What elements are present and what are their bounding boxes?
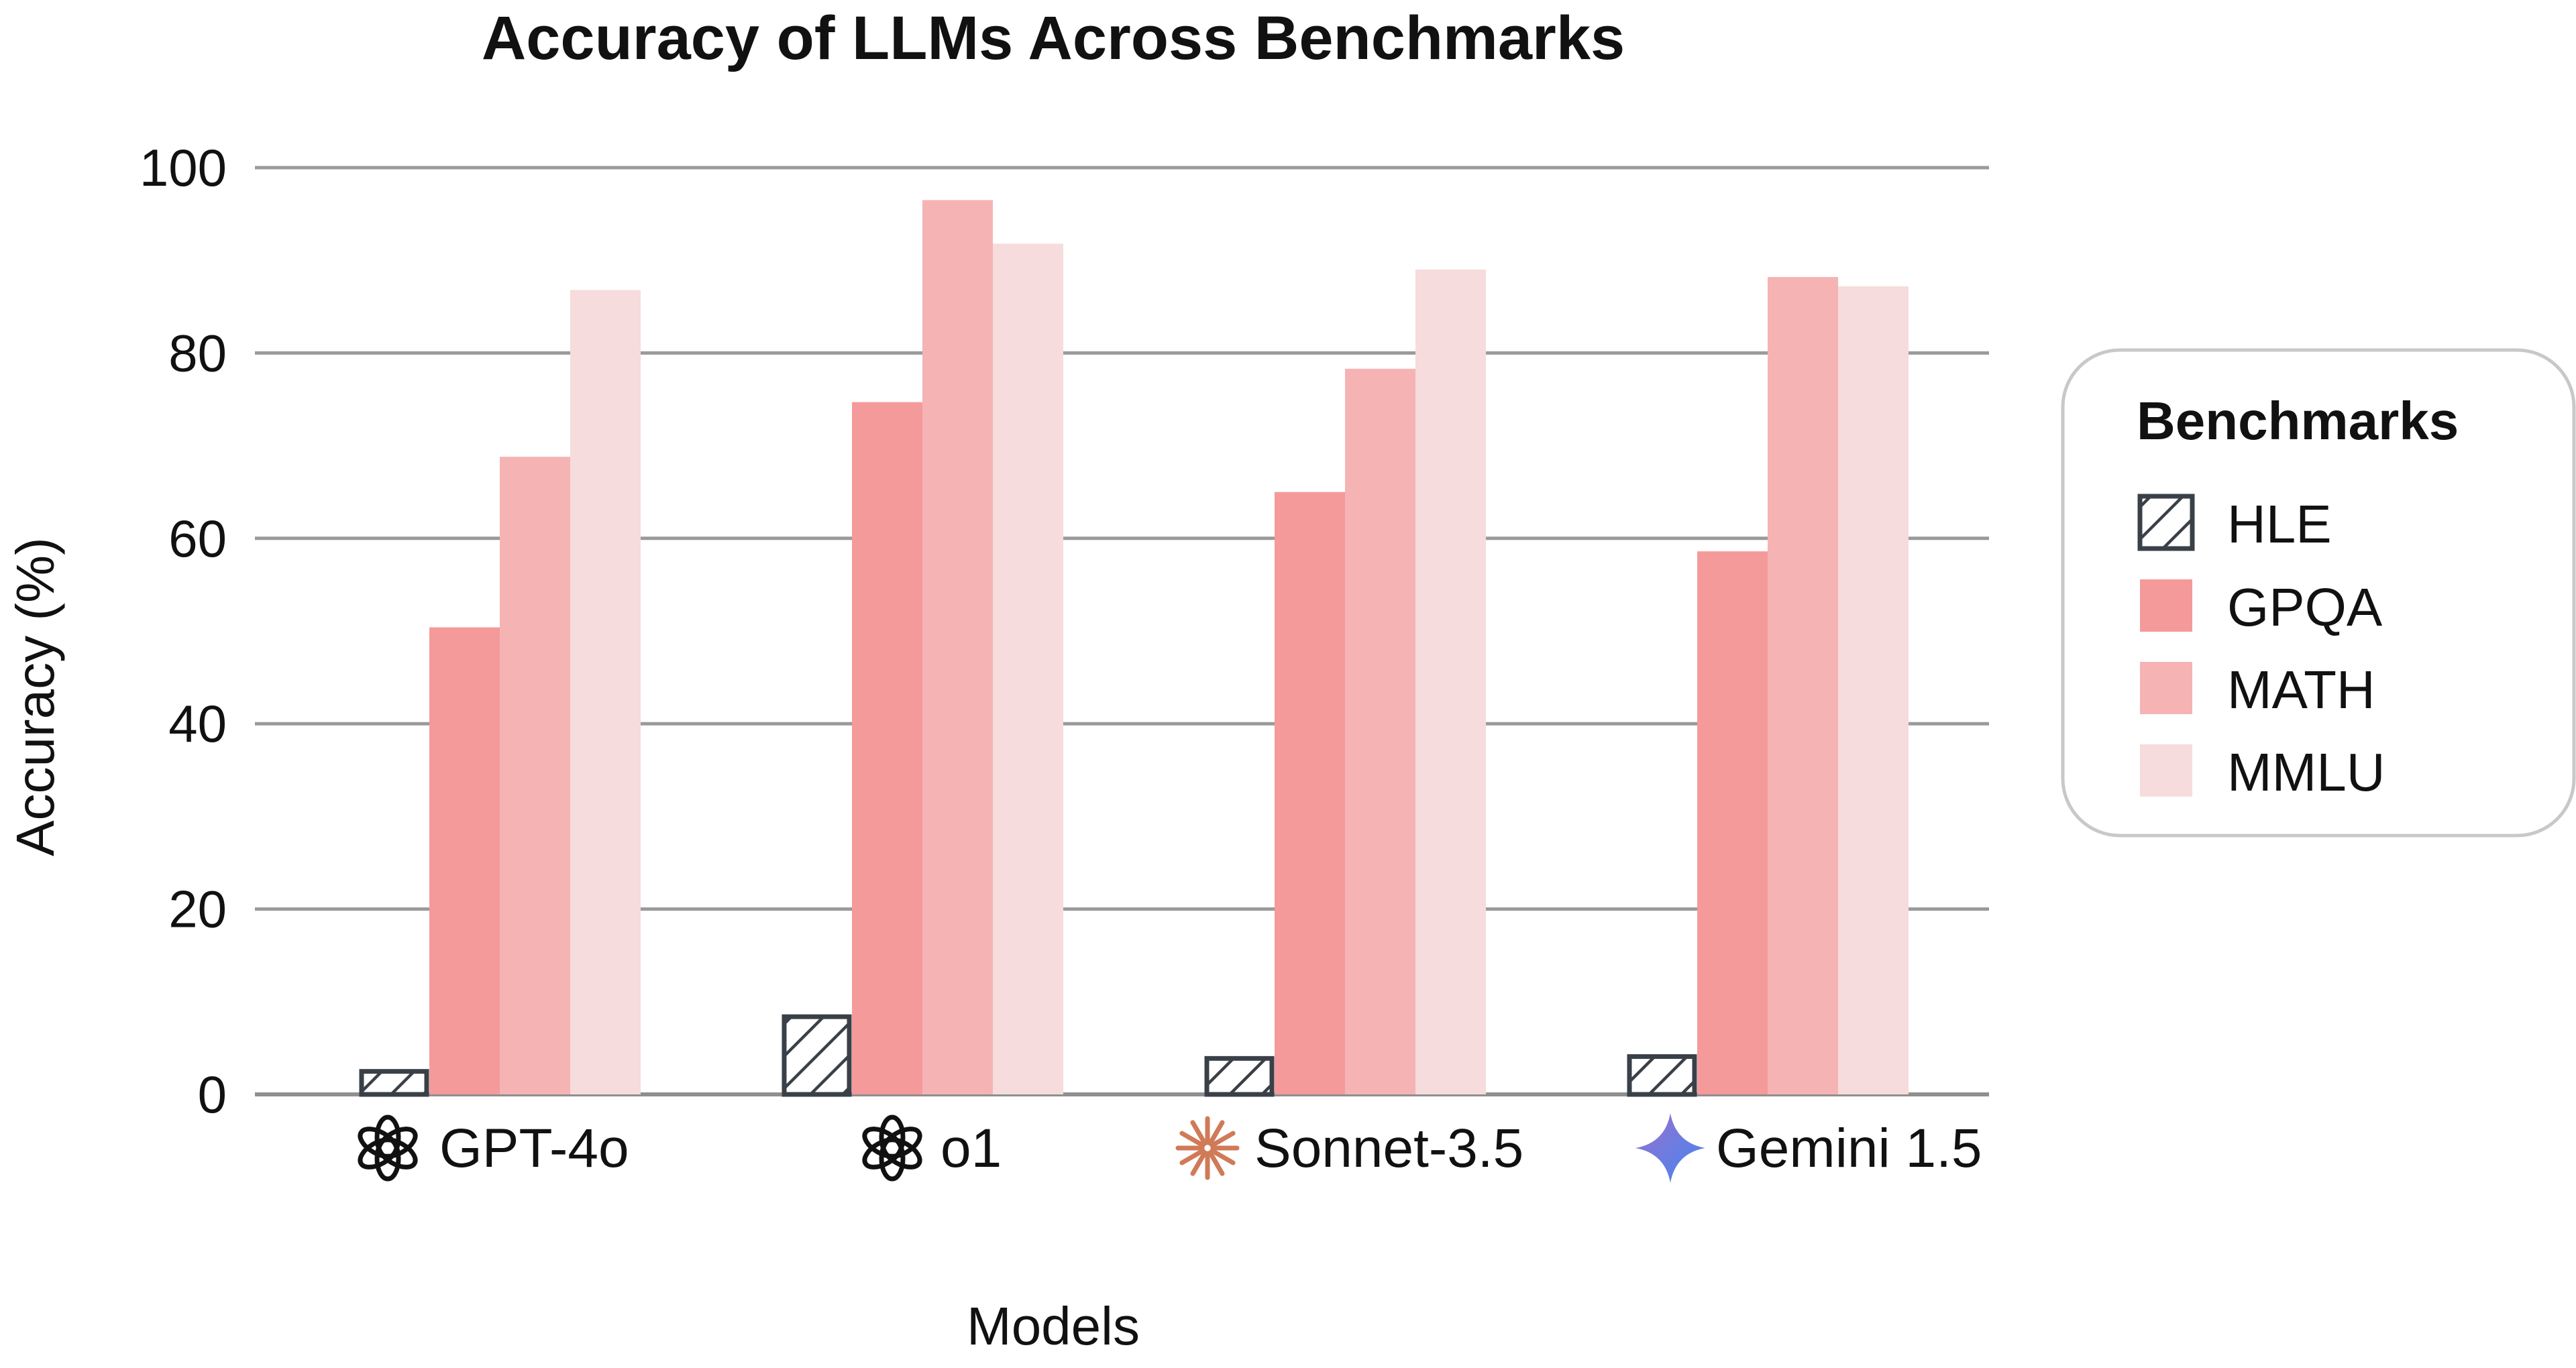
bar-hle-2 [1204,1056,1275,1097]
chart-title: Accuracy of LLMs Across Benchmarks [482,4,1625,72]
bar-gpqa-3 [1697,551,1768,1094]
legend: Benchmarks HLE GPQA MATH MMLU [2061,348,2576,838]
y-tick-label: 80 [168,323,227,382]
x-category-label: Gemini 1.5 [1716,1118,1982,1179]
y-axis-ticks: 0 20 40 60 80 100 [140,138,227,1124]
bars-group [359,200,1909,1097]
y-tick-label: 60 [168,509,227,568]
bar-gpqa-0 [429,627,500,1094]
y-axis-label: Accuracy (%) [5,537,65,856]
x-category-label: o1 [941,1118,1002,1179]
legend-label: MATH [2227,660,2375,720]
bar-hle-0 [359,1069,429,1097]
y-tick-label: 40 [168,694,227,753]
legend-label: HLE [2227,494,2332,554]
bar-mmlu-1 [993,243,1063,1095]
legend-title: Benchmarks [2137,391,2459,451]
bar-hle-1 [782,1014,852,1097]
y-tick-label: 20 [168,880,227,939]
bar-mmlu-0 [570,290,641,1094]
legend-swatch-gpqa [2140,579,2192,632]
x-axis-categories: GPT-4o o1 Sonnet-3.5 Gemini 1.5 [358,1113,1982,1183]
x-category-label: Sonnet-3.5 [1254,1118,1523,1179]
legend-label: GPQA [2227,577,2383,637]
x-axis-label: Models [967,1296,1140,1356]
bar-math-3 [1768,277,1838,1095]
bar-math-2 [1345,368,1415,1094]
legend-swatch-math [2140,662,2192,714]
x-category-label: GPT-4o [439,1118,629,1179]
bar-math-1 [922,200,993,1094]
y-tick-label: 0 [198,1065,227,1124]
openai-logo-icon [862,1115,922,1182]
bar-math-0 [500,457,570,1094]
bar-mmlu-2 [1415,270,1486,1094]
gemini-sparkle-icon [1635,1113,1705,1183]
bar-hle-3 [1627,1054,1697,1097]
y-tick-label: 100 [140,138,227,197]
bar-mmlu-3 [1838,286,1909,1094]
legend-swatch-hle [2137,494,2195,551]
openai-logo-icon [358,1115,418,1182]
bar-gpqa-1 [852,402,922,1094]
bar-gpqa-2 [1275,492,1345,1094]
anthropic-asterisk-icon [1175,1116,1240,1180]
legend-swatch-mmlu [2140,744,2192,797]
legend-label: MMLU [2227,742,2385,802]
